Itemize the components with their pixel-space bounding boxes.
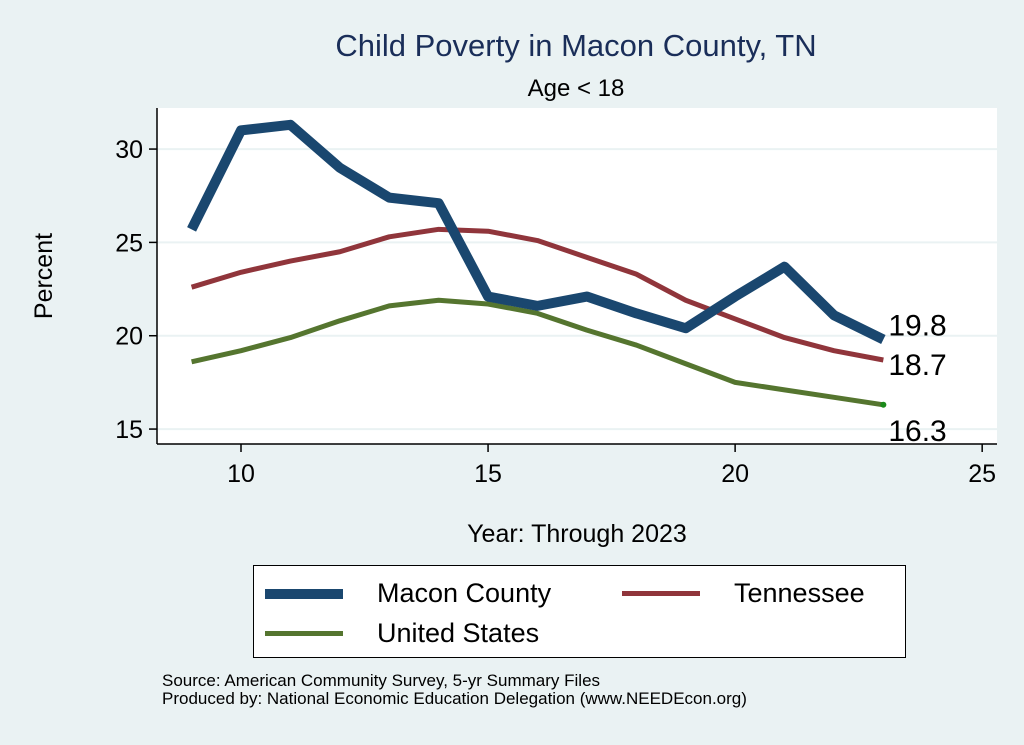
end-marker-us (880, 401, 887, 408)
chart-subtitle: Age < 18 (527, 75, 625, 102)
x-tick-label: 25 (968, 460, 996, 488)
legend-item-tennessee: Tennessee (622, 578, 865, 609)
x-tick-label: 10 (227, 460, 255, 488)
series-macon-county (187, 119, 886, 344)
legend-label: United States (377, 618, 540, 648)
x-tick-label: 20 (721, 460, 749, 488)
plot-area (157, 108, 997, 444)
produced-note: Produced by: National Economic Education… (162, 689, 747, 708)
y-axis-label: Percent (30, 233, 58, 319)
x-axis-label: Year: Through 2023 (467, 520, 687, 548)
legend-item-us: United States (265, 618, 539, 649)
y-tick-label: 15 (115, 416, 143, 444)
y-tick-label: 25 (115, 229, 143, 257)
legend-swatch-macon (265, 588, 343, 599)
legend-label: Tennessee (734, 578, 865, 608)
legend: Macon County Tennessee United States (253, 565, 906, 658)
legend-label: Macon County (377, 578, 552, 608)
series-united-states (191, 297, 884, 408)
source-note: Source: American Community Survey, 5-yr … (162, 671, 601, 690)
series-tennessee (190, 226, 884, 363)
y-tick-label: 30 (115, 136, 143, 164)
x-tick-label: 15 (474, 460, 502, 488)
chart-title: Child Poverty in Macon County, TN (335, 28, 817, 63)
legend-item-macon: Macon County (265, 578, 551, 609)
legend-swatch-tennessee (622, 591, 700, 596)
end-label: 19.8 (888, 309, 946, 342)
y-tick-label: 20 (115, 323, 143, 351)
legend-swatch-us (265, 631, 343, 636)
end-label: 18.7 (888, 349, 946, 382)
end-label: 16.3 (888, 415, 946, 448)
